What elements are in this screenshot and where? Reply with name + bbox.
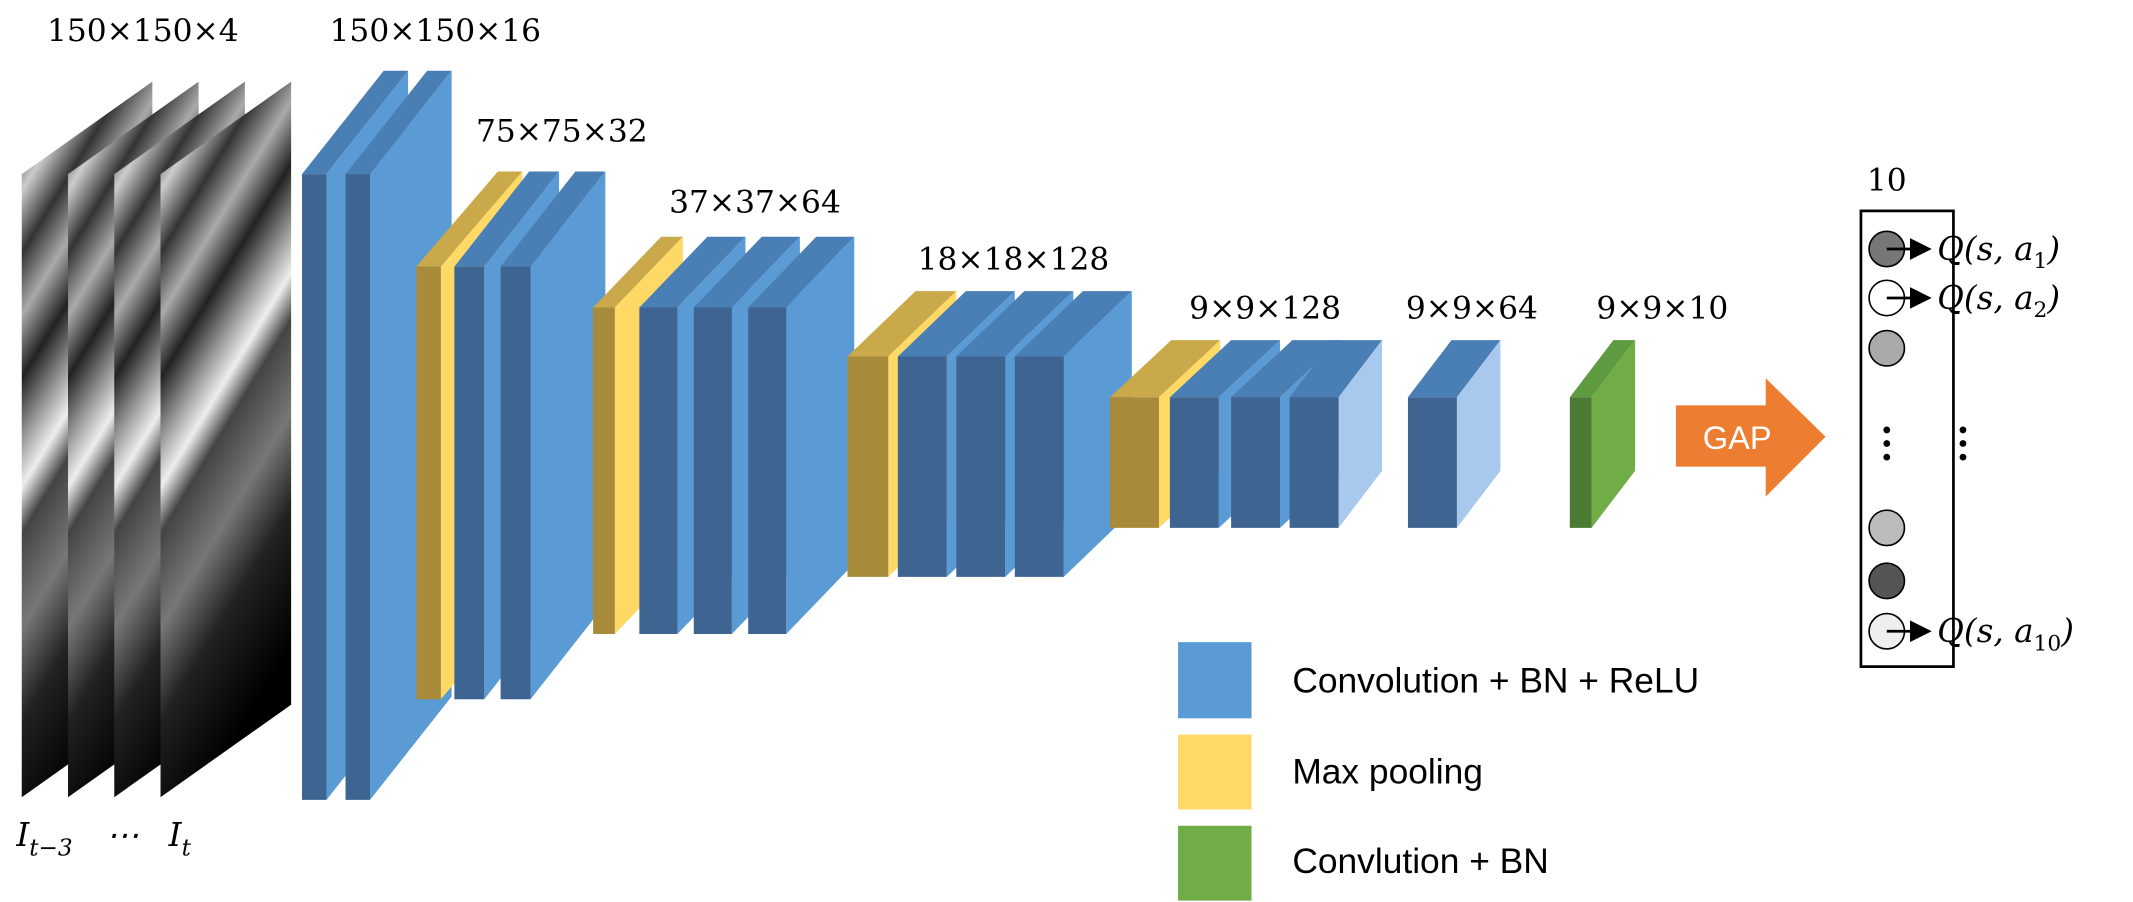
box-front — [1110, 397, 1160, 528]
input-label: It — [168, 816, 192, 862]
layer-size: 37×37×64 — [669, 184, 841, 220]
box-top — [301, 70, 409, 175]
legend-swatch — [1178, 642, 1252, 719]
box-front — [1014, 356, 1064, 577]
q-close: ) — [2046, 230, 2060, 268]
q-sub: 2 — [2034, 298, 2048, 323]
layer-size: 75×75×32 — [476, 114, 648, 150]
box-top — [1569, 340, 1636, 398]
q-text: Q(s, a — [1937, 612, 2033, 650]
ellipsis — [1883, 426, 1967, 461]
box-top — [639, 236, 746, 308]
q-label: Q(s, a10) — [1937, 612, 2074, 656]
box-front — [1289, 397, 1339, 528]
box-top — [956, 291, 1074, 357]
box-top — [1407, 340, 1501, 398]
box-top — [1289, 340, 1383, 398]
input-image — [160, 81, 292, 798]
box-top — [1231, 340, 1342, 398]
q-text: Q(s, a — [1937, 279, 2033, 317]
box-front — [416, 266, 441, 700]
box-side — [530, 171, 606, 700]
box-front — [693, 307, 732, 634]
box-front — [639, 307, 678, 634]
box-front — [956, 356, 1006, 577]
input-size: 150×150×4 — [47, 13, 239, 49]
input-label: It−3 — [15, 816, 72, 862]
output-size: 10 — [1867, 162, 1907, 198]
box-top — [500, 171, 606, 267]
box-front — [1569, 397, 1592, 528]
layer-size: 9×9×64 — [1406, 290, 1538, 326]
box-top — [847, 291, 957, 357]
box-side — [786, 236, 855, 634]
label-sub: t−3 — [29, 836, 72, 862]
box-front — [1169, 397, 1219, 528]
box-front — [454, 266, 485, 700]
legend-label: Max pooling — [1292, 752, 1483, 791]
box-top — [1169, 340, 1281, 398]
q-label: Q(s, a1) — [1937, 230, 2060, 274]
layer-size: 9×9×10 — [1596, 290, 1728, 326]
layer-size: 9×9×128 — [1189, 290, 1341, 326]
label-main: I — [15, 816, 30, 854]
box-front — [847, 356, 889, 577]
box-front — [593, 307, 615, 634]
legend-swatch — [1178, 825, 1252, 901]
box-front — [500, 266, 531, 700]
box-top — [454, 171, 560, 267]
gap-arrow — [1675, 378, 1826, 497]
box-front — [1231, 397, 1281, 528]
node — [1868, 329, 1906, 367]
box-top — [748, 236, 855, 308]
layer-size: 18×18×128 — [918, 241, 1110, 277]
box-front — [301, 174, 327, 800]
q-close: ) — [2046, 279, 2060, 317]
input-label: ⋯ — [106, 816, 139, 854]
box-top — [1110, 340, 1221, 398]
box-front — [748, 307, 787, 634]
box-side — [1591, 340, 1636, 528]
node — [1868, 509, 1906, 547]
legend-label: Convlution + BN — [1292, 842, 1549, 881]
box-front — [897, 356, 947, 577]
label-main: I — [168, 816, 183, 854]
q-close: ) — [2060, 612, 2074, 650]
legend-label: Convolution + BN + ReLU — [1292, 661, 1699, 700]
layers — [21, 70, 1636, 800]
q-sub: 1 — [2034, 249, 2048, 274]
box-top — [1014, 291, 1132, 357]
box-top — [897, 291, 1015, 357]
output-nodes — [1868, 230, 1906, 650]
box-top — [416, 171, 523, 267]
q-text: Q(s, a — [1937, 230, 2033, 268]
box-front — [1407, 397, 1457, 528]
box-top — [693, 236, 800, 308]
layer-size: 150×150×16 — [330, 13, 542, 49]
q-label: Q(s, a2) — [1937, 279, 2060, 323]
box-side — [1456, 340, 1501, 528]
node — [1868, 562, 1906, 600]
box-top — [593, 236, 683, 308]
box-top — [345, 70, 452, 175]
gap-label: GAP — [1703, 419, 1772, 456]
label-sub: t — [182, 836, 192, 862]
box-side — [1338, 340, 1383, 528]
output-column — [1859, 209, 1955, 668]
output-arrows — [1886, 238, 1932, 643]
q-sub: 10 — [2034, 631, 2062, 656]
box-front — [345, 174, 371, 800]
legend-swatch — [1178, 734, 1252, 810]
